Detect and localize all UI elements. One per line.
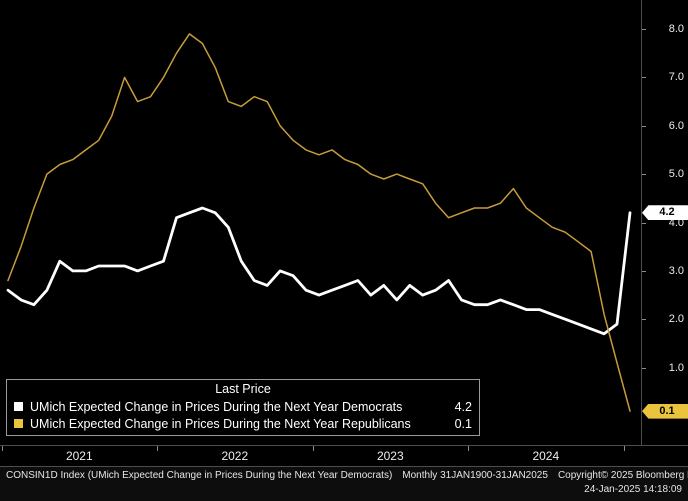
y-axis-tick: [642, 319, 646, 321]
x-axis-year-label: 2021: [65, 449, 93, 463]
x-axis-tick: [157, 446, 158, 451]
x-axis-tick: [623, 446, 625, 451]
legend-label: UMich Expected Change in Prices During t…: [30, 399, 403, 414]
x-axis-tick: [468, 446, 469, 451]
legend-title: Last Price: [215, 382, 271, 396]
price-label-republicans: 0.1: [642, 403, 688, 419]
price-label-democrats: 4.2: [642, 205, 688, 221]
footer-ticker: CONSIN1D Index (UMich Expected Change in…: [6, 470, 393, 481]
chart-plot[interactable]: [0, 0, 640, 445]
x-axis: 2021 2022 2023 2024: [0, 445, 688, 466]
legend: Last Price UMich Expected Change in Pric…: [6, 379, 480, 436]
footer-line1: CONSIN1D Index (UMich Expected Change in…: [6, 470, 688, 481]
legend-swatch: [14, 402, 23, 411]
y-axis-tick: [642, 125, 646, 127]
y-axis-tick: [642, 367, 646, 369]
y-axis-label: 5.0: [668, 168, 684, 181]
y-axis-label: 8.0: [668, 23, 684, 35]
legend-swatch: [14, 419, 23, 428]
footer-periodicity: Monthly 31JAN1900-31JAN2025: [402, 470, 548, 481]
y-axis-tick: [642, 77, 646, 79]
y-axis-tick: [642, 270, 646, 272]
x-axis-year-label: 2024: [532, 449, 560, 463]
y-axis-tick: [642, 222, 646, 224]
footer-copyright: Copyright© 2025 Bloomberg Finance L.P.: [557, 470, 688, 481]
y-axis-label: 1.0: [668, 361, 684, 374]
y-axis-tick: [642, 29, 646, 30]
y-axis-tick: [642, 174, 646, 176]
y-axis-label: 2.0: [668, 313, 684, 326]
chart-area[interactable]: 8.0 7.0 6.0 5.0 4.0 3.0 2.0 1.0 4.2 0.1 Last Pri…: [0, 0, 688, 445]
footer: CONSIN1D Index (UMich Expected Change in…: [0, 466, 688, 501]
footer-line2: 24-Jan-2025 14:18:09: [6, 484, 682, 495]
y-axis-label: 6.0: [668, 119, 684, 132]
y-axis: 8.0 7.0 6.0 5.0 4.0 3.0 2.0 1.0: [641, 0, 688, 445]
legend-value: 4.2: [454, 399, 472, 414]
legend-item-democrats[interactable]: UMich Expected Change in Prices During t…: [14, 398, 472, 415]
series-line-democrats: [6, 206, 632, 336]
y-axis-label: 7.0: [668, 71, 684, 84]
series-line-republicans: [7, 33, 631, 412]
legend-value: 0.1: [454, 416, 472, 431]
footer-datetime: 24-Jan-2025 14:18:09: [584, 484, 682, 495]
x-axis-year-label: 2023: [376, 449, 404, 463]
x-axis-tick: [312, 446, 314, 451]
x-axis-year-label: 2022: [221, 449, 249, 463]
legend-label: UMich Expected Change in Prices During t…: [30, 416, 411, 431]
x-axis-tick: [1, 446, 3, 451]
legend-item-republicans[interactable]: UMich Expected Change in Prices During t…: [14, 415, 472, 432]
y-axis-label: 3.0: [668, 264, 684, 277]
